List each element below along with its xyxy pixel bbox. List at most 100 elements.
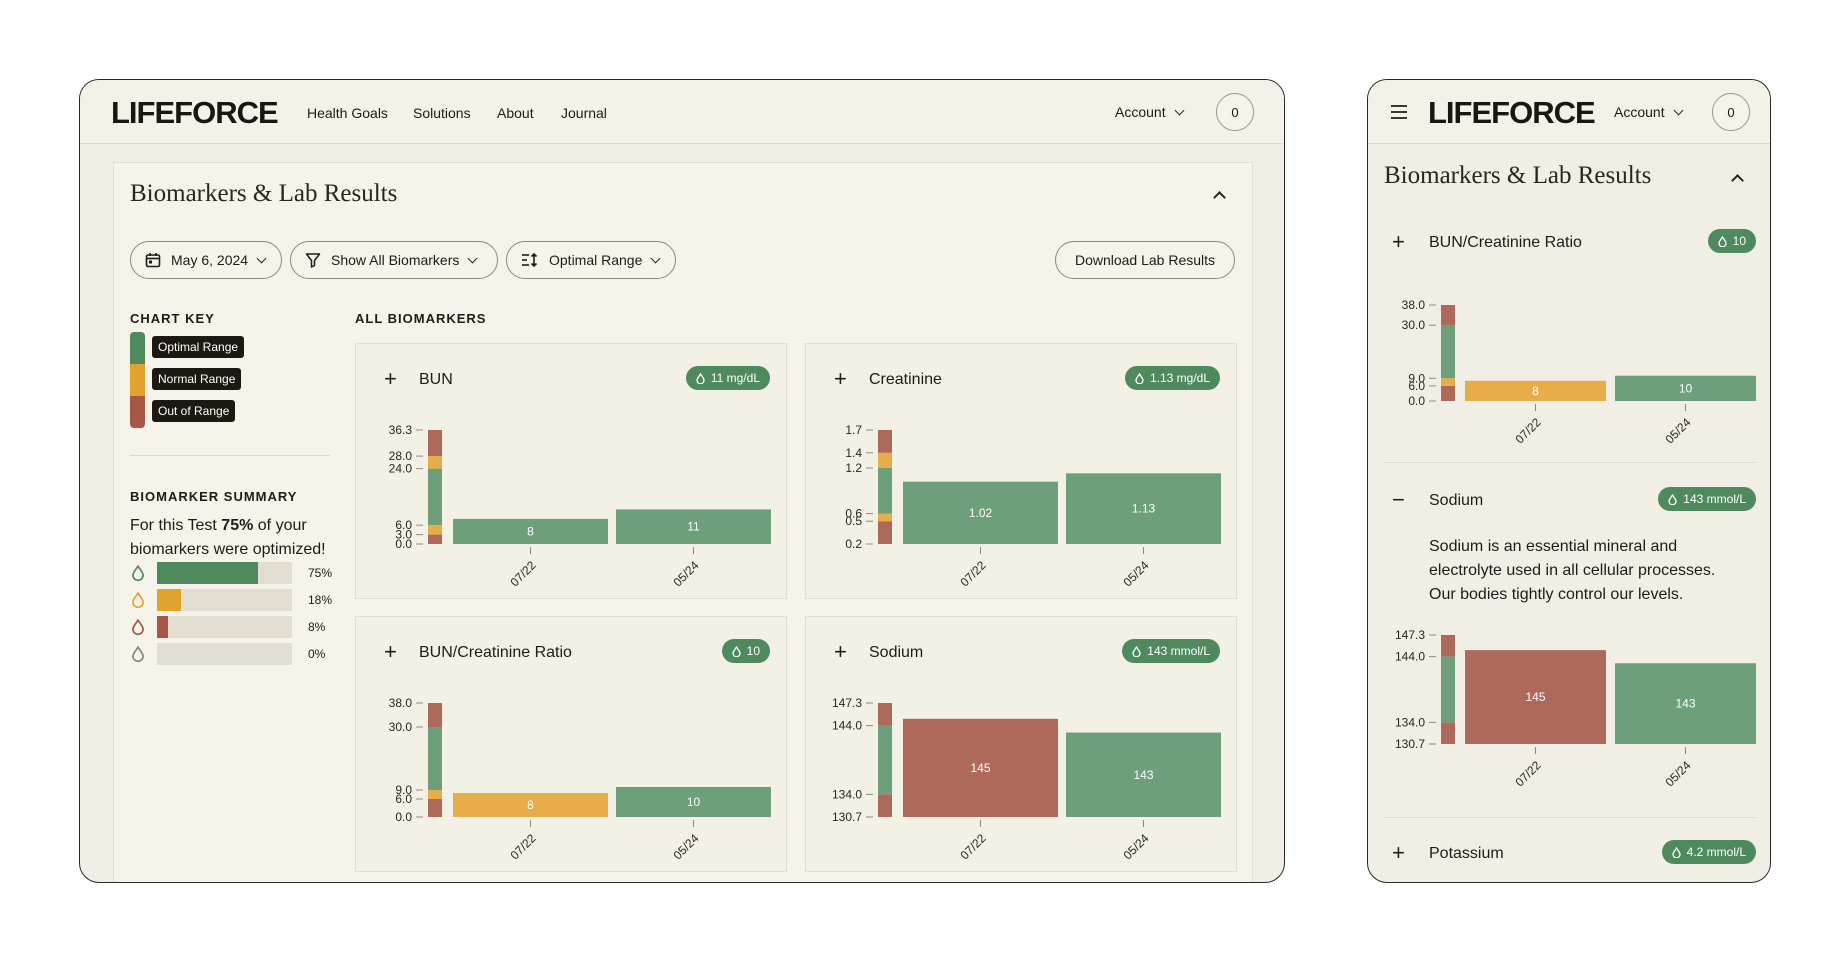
data-bar[interactable]: [1066, 732, 1221, 817]
range-bar: [428, 430, 442, 544]
summary-pct-label: 8%: [308, 620, 326, 634]
mobile-account-menu[interactable]: Account: [1614, 104, 1684, 120]
bar-value-label: 10: [687, 795, 701, 809]
data-bar[interactable]: [453, 518, 608, 544]
cart-count: 0: [1727, 104, 1735, 120]
biomarker-card-creat[interactable]: + Creatinine 1.13 mg/dL 1.7 1.4 1.2 0.6 0.5 0.2 1…: [805, 343, 1237, 599]
y-tick-label: 6.0: [395, 792, 412, 806]
summary-track: [157, 643, 292, 665]
account-menu[interactable]: Account: [1115, 104, 1185, 120]
key-out: Out of Range: [152, 400, 236, 422]
range-bar: [1441, 305, 1455, 401]
y-tick-label: 0.6: [845, 507, 862, 521]
biomarker-card-sodium[interactable]: + Sodium 143 mmol/L 147.3 144.0 134.0 130.7 145…: [805, 616, 1237, 872]
date-filter[interactable]: May 6, 2024: [130, 241, 282, 279]
range-sort[interactable]: Optimal Range: [506, 241, 676, 279]
result-badge: 143 mmol/L: [1122, 639, 1220, 663]
bar-value-label: 145: [970, 761, 990, 775]
data-bar[interactable]: [1615, 375, 1756, 401]
mobile-collapse-chevron-icon[interactable]: [1731, 174, 1744, 187]
y-tick-label: 3.0: [395, 528, 412, 542]
expand-plus-icon[interactable]: +: [1392, 229, 1405, 254]
bar-value-label: 8: [1532, 384, 1539, 398]
mobile-cart-button[interactable]: 0: [1712, 93, 1750, 131]
data-bar[interactable]: [616, 787, 771, 817]
filter-icon: [305, 253, 321, 268]
range-bar: [878, 703, 892, 817]
summary-pct-label: 75%: [308, 566, 333, 580]
biomarker-card-ratio[interactable]: + BUN/Creatinine Ratio 10 38.0 30.0 9.0 6.0 0.0…: [355, 616, 787, 872]
nav-about[interactable]: About: [497, 105, 534, 121]
x-tick-label: 07/22: [1512, 415, 1543, 446]
data-bar[interactable]: [616, 509, 771, 544]
summary-row: 75%: [130, 562, 333, 584]
desktop-window: LIFEFORCE Health Goals Solutions About J…: [79, 79, 1285, 883]
biomarker-name: Sodium: [869, 644, 924, 661]
summary-text: For this Test 75% of your biomarkers wer…: [130, 514, 335, 562]
hamburger-icon[interactable]: [1390, 104, 1408, 120]
range-band-out: [428, 534, 442, 544]
biomarker-filter[interactable]: Show All Biomarkers: [290, 241, 498, 279]
data-bar[interactable]: [1465, 380, 1606, 401]
bar-value-label: 145: [1525, 690, 1545, 704]
mobile-biomarker-sodium[interactable]: − Sodium 143 mmol/L Sodium is an essential …: [1384, 485, 1756, 815]
data-bar[interactable]: [1615, 663, 1756, 744]
chart-key-title: CHART KEY: [130, 311, 215, 326]
bar-value-label: 1.02: [969, 506, 993, 520]
x-tick-label: 07/22: [957, 831, 988, 862]
bar-value-label: 10: [1679, 381, 1693, 395]
logo[interactable]: LIFEFORCE: [111, 95, 279, 130]
x-tick-label: 05/24: [1120, 831, 1151, 862]
range-band-out: [878, 794, 892, 817]
y-tick-label: 36.3: [389, 423, 413, 437]
data-bar[interactable]: [453, 793, 608, 817]
range-band-out: [428, 703, 442, 727]
biomarker-card-bun[interactable]: + BUN 11 mg/dL 36.3 28.0 24.0 6.0 3.0 0.0 8 07/22 1…: [355, 343, 787, 599]
divider: [1384, 817, 1756, 818]
data-bar[interactable]: [903, 481, 1058, 544]
collapse-minus-icon[interactable]: −: [1392, 487, 1405, 512]
range-band-normal: [878, 513, 892, 522]
nav-solutions[interactable]: Solutions: [413, 105, 471, 121]
biomarker-name: Creatinine: [869, 371, 942, 388]
drop-status-icon: [132, 564, 144, 582]
data-bar[interactable]: [1066, 473, 1221, 544]
cart-button[interactable]: 0: [1216, 93, 1254, 131]
nav-journal[interactable]: Journal: [561, 105, 607, 121]
drop-icon: [1717, 235, 1727, 247]
x-tick-label: 07/22: [507, 831, 538, 862]
y-tick-label: 6.0: [1408, 379, 1425, 393]
nav-health-goals[interactable]: Health Goals: [307, 105, 388, 121]
y-tick-label: 30.0: [389, 720, 413, 734]
badge-value: 10: [1732, 234, 1746, 248]
y-tick-label: 24.0: [389, 462, 413, 476]
download-lab-results-button[interactable]: Download Lab Results: [1055, 241, 1235, 279]
range-band-out: [1441, 722, 1455, 744]
sort-icon: [522, 252, 538, 268]
badge-value: 1.13 mg/dL: [1149, 371, 1210, 385]
data-bar[interactable]: [903, 718, 1058, 817]
biomarker-name: BUN/Creatinine Ratio: [1429, 234, 1582, 251]
top-nav: LIFEFORCE Health Goals Solutions About J…: [80, 80, 1284, 144]
result-badge: 1.13 mg/dL: [1124, 366, 1220, 390]
data-bar[interactable]: [1465, 650, 1606, 744]
biomarker-description: Sodium is an essential mineral and elect…: [1429, 538, 1716, 603]
badge-value: 143 mmol/L: [1147, 644, 1210, 658]
x-tick-label: 05/24: [1662, 758, 1693, 789]
drop-icon: [731, 645, 741, 657]
mobile-biomarker-potassium[interactable]: + Potassium 4.2 mmol/L: [1384, 838, 1756, 878]
mobile-biomarker-ratio[interactable]: + BUN/Creatinine Ratio 10 38.0 30.0 9.0 6.0 0.0…: [1384, 227, 1756, 477]
page-title: Biomarkers & Lab Results: [130, 180, 398, 207]
expand-plus-icon[interactable]: +: [834, 639, 847, 664]
drop-icon: [1135, 372, 1144, 384]
mobile-logo[interactable]: LIFEFORCE: [1428, 95, 1596, 130]
y-tick-label: 30.0: [1402, 318, 1426, 332]
summary-row: 0%: [130, 643, 330, 665]
expand-plus-icon[interactable]: +: [1392, 840, 1405, 865]
y-tick-label: 147.3: [832, 696, 862, 710]
expand-plus-icon[interactable]: +: [834, 366, 847, 391]
expand-plus-icon[interactable]: +: [384, 366, 397, 391]
expand-plus-icon[interactable]: +: [384, 639, 397, 664]
y-tick-label: 0.0: [395, 810, 412, 824]
collapse-chevron-icon[interactable]: [1213, 191, 1226, 204]
